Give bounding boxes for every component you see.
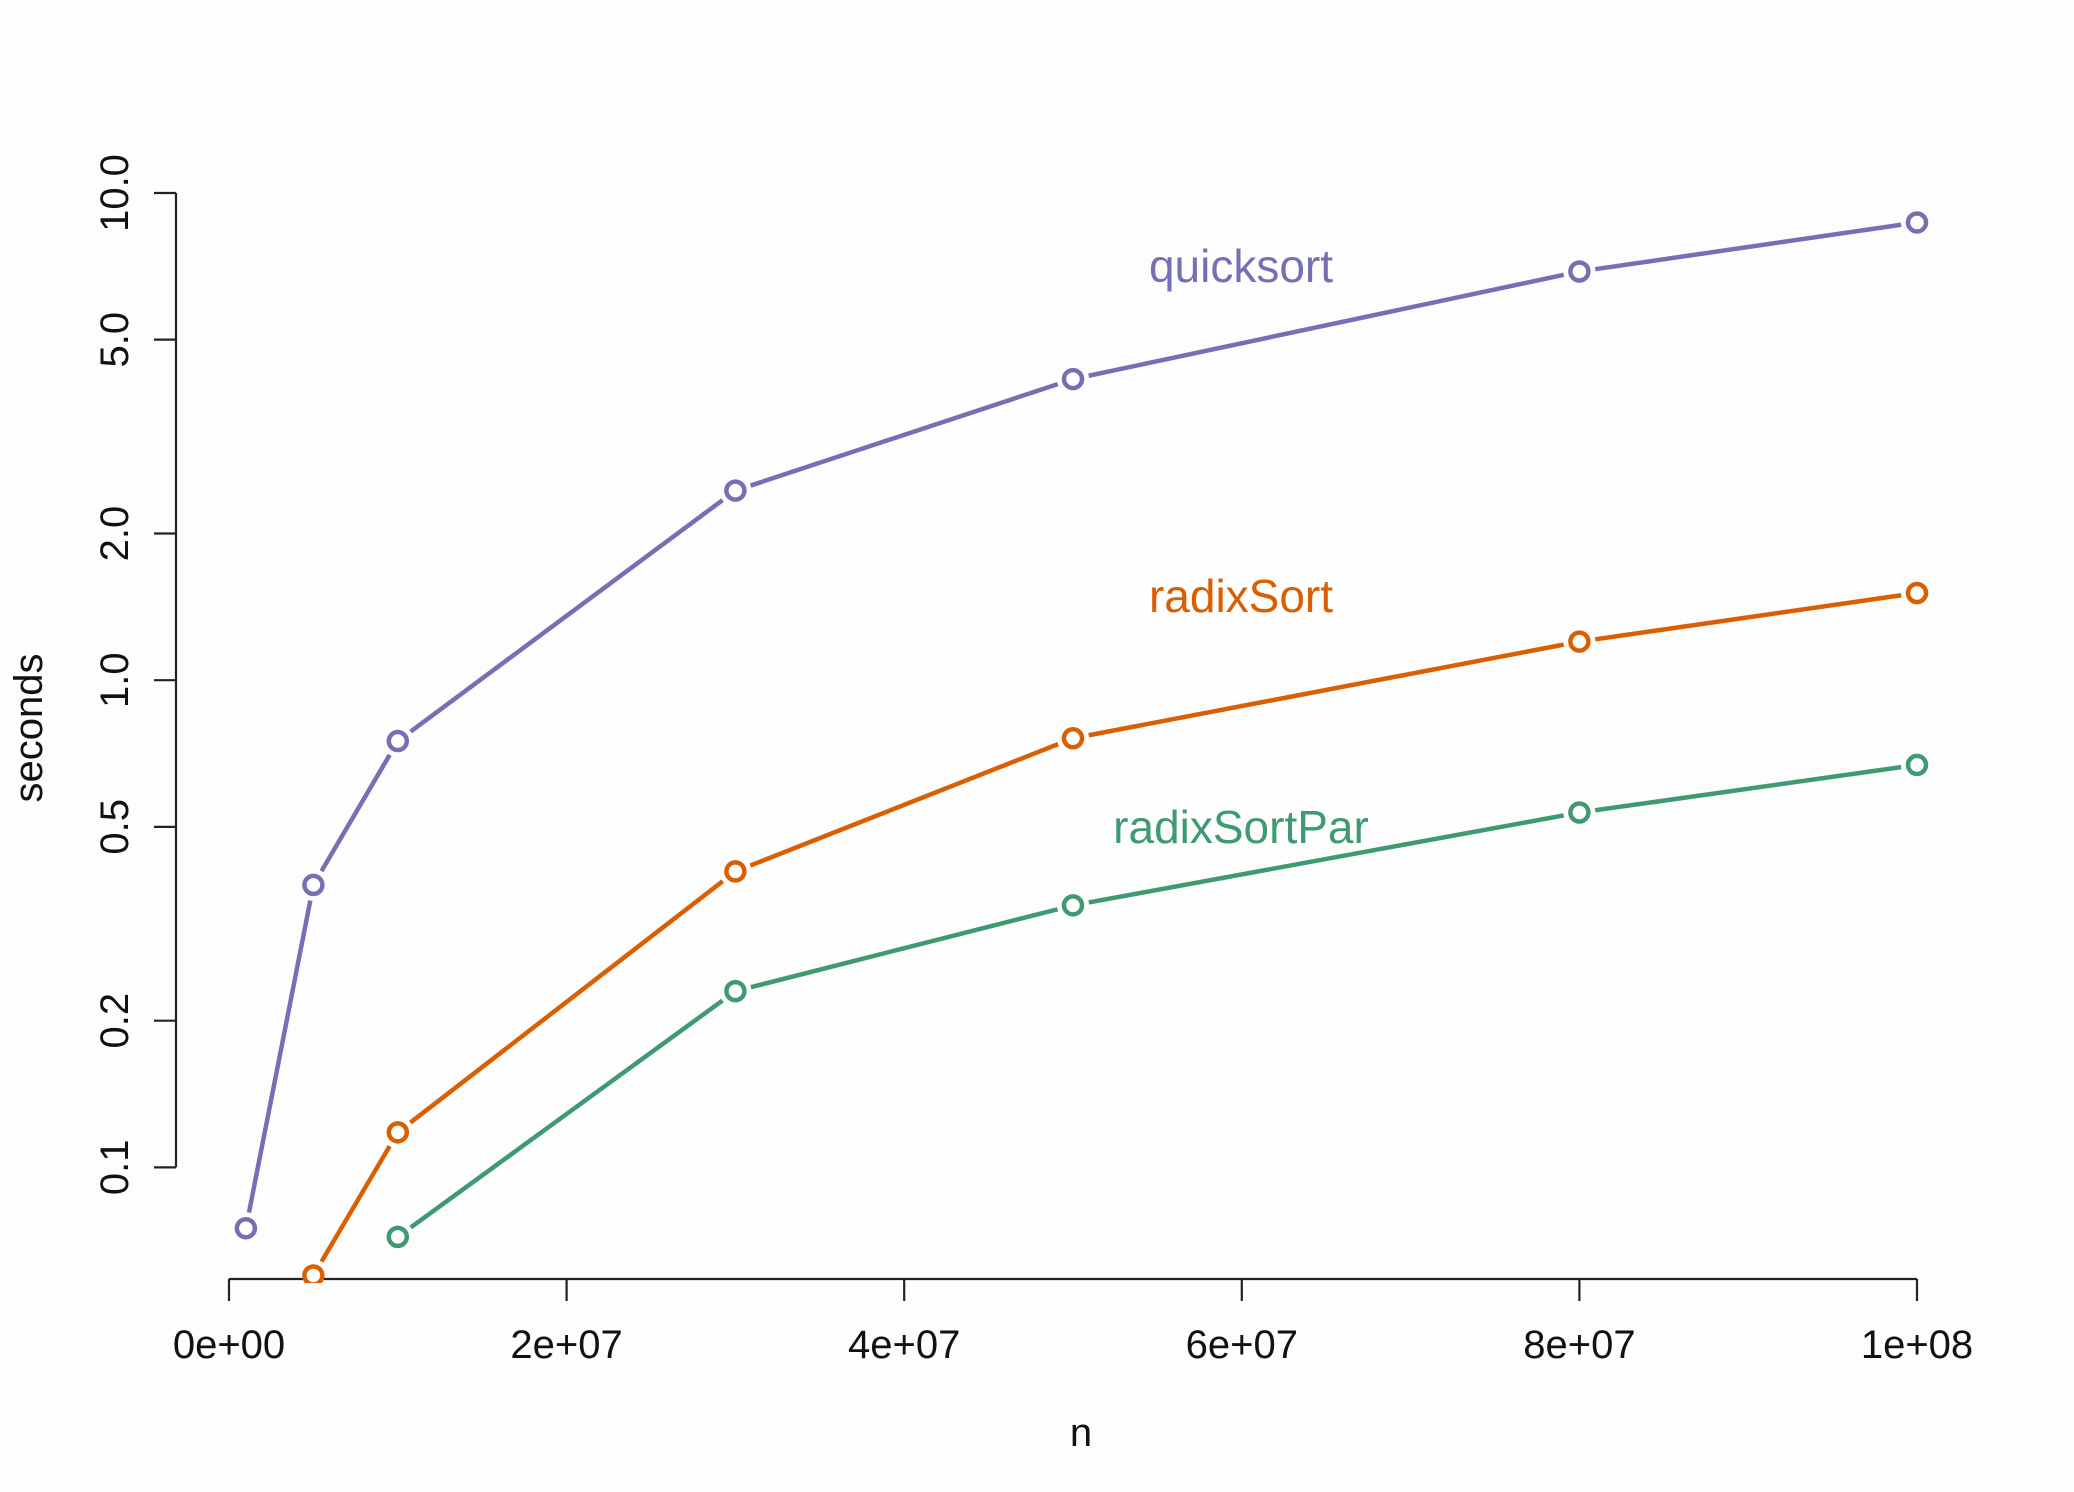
x-axis: 0e+00 2e+07 4e+07 6e+07 8e+07 1e+08 (173, 1277, 1973, 1367)
series-line-segment (1594, 593, 1902, 642)
y-tick-label: 5.0 (93, 312, 137, 368)
series-line-segment (749, 742, 1059, 868)
series-line-segment (409, 498, 724, 734)
data-point (1905, 581, 1929, 605)
data-point (386, 729, 410, 753)
x-tick-label: 4e+07 (848, 1323, 960, 1367)
y-tick-label: 10.0 (93, 154, 137, 232)
x-tick-label: 1e+08 (1861, 1323, 1973, 1367)
series-line-segment (409, 998, 724, 1230)
data-point (724, 479, 747, 502)
data-point (1905, 753, 1929, 777)
x-axis-title: n (1070, 1411, 1092, 1455)
plot-area: quicksort radixSort radixSortPar (234, 211, 1929, 1283)
series-label: radixSortPar (1113, 801, 1369, 853)
data-point (1905, 211, 1929, 234)
series-quicksort (234, 211, 1929, 1240)
data-point (386, 1225, 410, 1249)
data-point (1568, 801, 1591, 824)
series-line-segment (749, 381, 1059, 488)
x-tick-label: 6e+07 (1186, 1323, 1298, 1367)
data-point (234, 1216, 258, 1240)
series-line-segment (319, 753, 392, 873)
data-point (386, 1121, 410, 1144)
data-point (1568, 260, 1591, 283)
series-line-segment (1594, 222, 1902, 272)
data-point (1061, 894, 1085, 917)
y-tick-label: 0.1 (93, 1140, 137, 1196)
y-tick-label: 0.5 (93, 799, 137, 855)
series-line-segment (1088, 642, 1565, 738)
series-radixSort (302, 581, 1929, 1283)
series-radixSortPar (386, 753, 1929, 1249)
series-line-segment (750, 907, 1059, 990)
x-tick-label: 2e+07 (510, 1323, 622, 1367)
data-point (724, 979, 747, 1003)
data-point (724, 860, 747, 883)
data-point (1568, 630, 1591, 653)
x-tick-label: 8e+07 (1523, 1323, 1635, 1367)
y-axis-title: seconds (7, 654, 51, 803)
data-point (1061, 726, 1085, 750)
series-line-segment (1088, 813, 1565, 905)
data-point (1061, 367, 1085, 391)
y-tick-label: 1.0 (93, 652, 137, 708)
data-point (302, 873, 325, 897)
y-axis: 0.1 0.2 0.5 1.0 2.0 5.0 10.0 (93, 154, 178, 1196)
data-point (302, 1264, 325, 1283)
series-line-segment (1088, 272, 1565, 378)
y-tick-label: 2.0 (93, 506, 137, 562)
series-line-segment (246, 900, 313, 1213)
series-line-segment (1594, 764, 1902, 813)
y-tick-label: 0.2 (93, 993, 137, 1049)
series-line-segment (319, 1144, 392, 1263)
series-label: radixSort (1149, 570, 1333, 622)
series-line-segment (409, 879, 725, 1125)
series-label: quicksort (1149, 240, 1333, 292)
x-tick-label: 0e+00 (173, 1323, 285, 1367)
